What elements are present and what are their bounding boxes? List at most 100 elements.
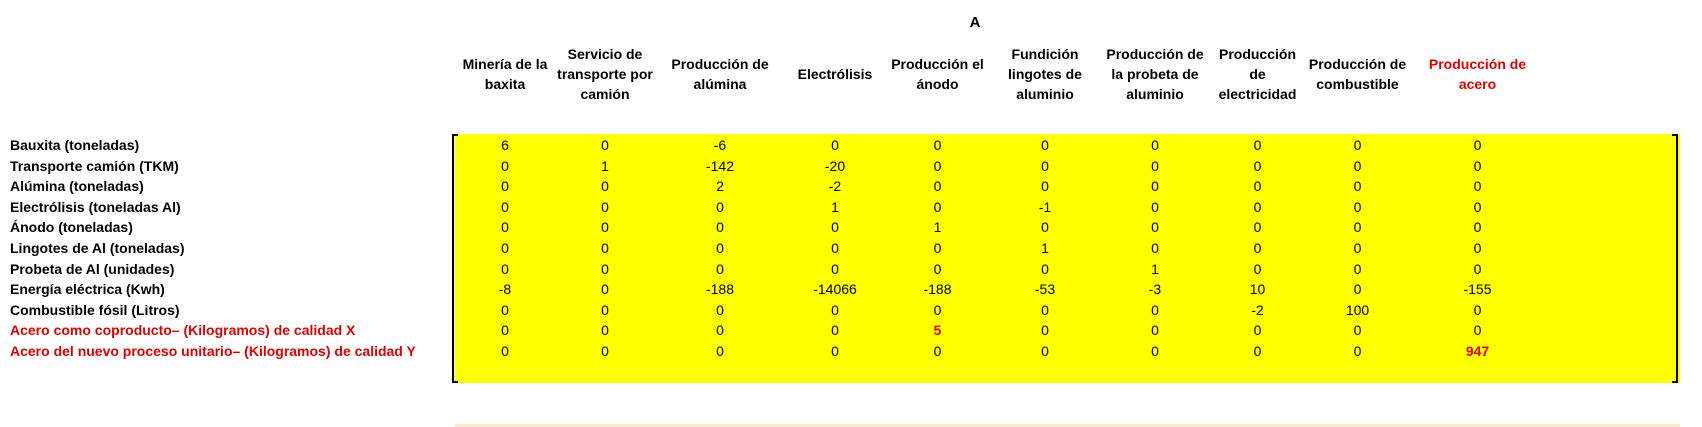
matrix-cell: 5 <box>933 322 942 339</box>
matrix-cell: 0 <box>1353 137 1362 153</box>
row-label: Transporte camión (TKM) <box>10 157 179 174</box>
matrix-cell: 10 <box>1249 281 1266 298</box>
matrix-cell: 0 <box>1473 301 1482 318</box>
matrix-cell: 6 <box>501 137 509 153</box>
matrix-cell: 0 <box>501 260 509 277</box>
matrix-cell: 0 <box>716 343 724 359</box>
matrix-cell: 1 <box>831 198 839 215</box>
bottom-divider <box>455 424 1680 427</box>
matrix-cell: 0 <box>501 343 509 359</box>
matrix-cell: 0 <box>601 178 609 195</box>
row-label: Energía eléctrica (Kwh) <box>10 281 165 298</box>
matrix-cell: 0 <box>1253 322 1262 339</box>
matrix-cell: 0 <box>601 198 609 215</box>
matrix-cell: 0 <box>1353 198 1362 215</box>
matrix-cell: 0 <box>1253 343 1262 359</box>
matrix-cell: 0 <box>1151 322 1159 339</box>
matrix-cell: 0 <box>501 178 509 195</box>
matrix-cell: 0 <box>1151 219 1159 236</box>
matrix-cell: 1 <box>601 157 609 174</box>
column-header: Producción de combustible <box>1308 56 1407 92</box>
matrix-cell: 0 <box>1151 137 1159 153</box>
matrix-cell: 0 <box>1473 322 1482 339</box>
matrix-title: A <box>969 14 981 31</box>
matrix-cell: -2 <box>828 178 842 195</box>
matrix-cell: 0 <box>501 301 509 318</box>
matrix-cell: 0 <box>1353 240 1362 256</box>
matrix-cell: 0 <box>1253 260 1262 277</box>
matrix-cell: 0 <box>1041 260 1049 277</box>
matrix-cell: 0 <box>831 301 839 318</box>
matrix-cell: 0 <box>831 219 839 236</box>
row-label: Combustible fósil (Litros) <box>10 301 180 318</box>
matrix-cell: 0 <box>501 322 509 339</box>
row-label: Ánodo (toneladas) <box>10 219 133 236</box>
matrix-cell: 0 <box>1253 178 1262 195</box>
matrix-cell: 0 <box>601 301 609 318</box>
matrix-cell: 0 <box>601 260 609 277</box>
matrix-cell: 0 <box>716 301 724 318</box>
matrix-cell: 1 <box>933 219 942 236</box>
matrix-cell: 0 <box>1353 322 1362 339</box>
matrix-cell: -1 <box>1038 198 1052 215</box>
matrix-cell: 0 <box>716 240 724 256</box>
matrix-cell: 0 <box>1473 137 1482 153</box>
matrix-cell: 0 <box>1353 178 1362 195</box>
row-label: Acero como coproducto– (Kilogramos) de c… <box>10 322 356 339</box>
matrix-cell: 0 <box>1253 137 1262 153</box>
matrix-cell: 0 <box>1041 157 1049 174</box>
matrix-cell: 0 <box>716 198 724 215</box>
matrix-cell: 0 <box>933 137 942 153</box>
matrix-cell: -53 <box>1034 281 1056 298</box>
matrix-cell: 0 <box>601 240 609 256</box>
matrix-cell: 0 <box>1353 260 1362 277</box>
matrix-cell: 0 <box>716 322 724 339</box>
matrix-cell: 0 <box>1041 137 1049 153</box>
matrix-cell: 0 <box>1353 157 1362 174</box>
matrix-cell: 0 <box>831 343 839 359</box>
matrix-cell: 0 <box>1473 178 1482 195</box>
column-header: Minería de la baxita <box>462 56 548 92</box>
column-header: Producción de acero <box>1428 56 1527 92</box>
matrix-cell: 0 <box>601 343 609 359</box>
matrix-cell: 0 <box>933 301 942 318</box>
matrix-cell: 0 <box>1151 198 1159 215</box>
column-header: Fundición lingotes de aluminio <box>1008 46 1082 102</box>
matrix-cell: 0 <box>831 260 839 277</box>
matrix-cell: 947 <box>1465 343 1490 359</box>
matrix-cell: 0 <box>501 157 509 174</box>
matrix-cell: 0 <box>1041 219 1049 236</box>
matrix-cell: 0 <box>1473 240 1482 256</box>
matrix-cell: 0 <box>1041 301 1049 318</box>
matrix-cell: 0 <box>1151 157 1159 174</box>
matrix-cell: 0 <box>1041 343 1049 359</box>
matrix-cell: 0 <box>1353 281 1362 298</box>
column-header: Servicio de transporte por camión <box>557 46 653 102</box>
matrix-cell: 0 <box>501 219 509 236</box>
matrix-cell: 0 <box>831 240 839 256</box>
row-label: Alúmina (toneladas) <box>10 178 144 195</box>
matrix-cell: 0 <box>831 137 839 153</box>
matrix-cell: 0 <box>501 240 509 256</box>
matrix-cell: 0 <box>1473 219 1482 236</box>
matrix-cell: 0 <box>1353 343 1362 359</box>
matrix-cell: 0 <box>601 322 609 339</box>
matrix-cell: 0 <box>1253 157 1262 174</box>
matrix-highlight <box>455 134 1680 383</box>
matrix-cell: 0 <box>1473 198 1482 215</box>
matrix-cell: -188 <box>705 281 735 298</box>
matrix-cell: 0 <box>716 260 724 277</box>
matrix-cell: 0 <box>933 157 942 174</box>
matrix-cell: 0 <box>1151 343 1159 359</box>
row-label: Acero del nuevo proceso unitario– (Kilog… <box>10 343 416 359</box>
matrix-cell: 1 <box>1151 260 1159 277</box>
matrix-cell: 1 <box>1041 240 1049 256</box>
matrix-cell: -188 <box>923 281 952 298</box>
matrix-cell: 0 <box>933 198 942 215</box>
matrix-cell: 0 <box>1151 240 1159 256</box>
column-header: Producción el ánodo <box>891 56 984 92</box>
row-label: Probeta de Al (unidades) <box>10 260 175 277</box>
matrix-cell: 100 <box>1345 301 1370 318</box>
matrix-cell: -20 <box>824 157 846 174</box>
matrix-cell: 0 <box>1041 322 1049 339</box>
